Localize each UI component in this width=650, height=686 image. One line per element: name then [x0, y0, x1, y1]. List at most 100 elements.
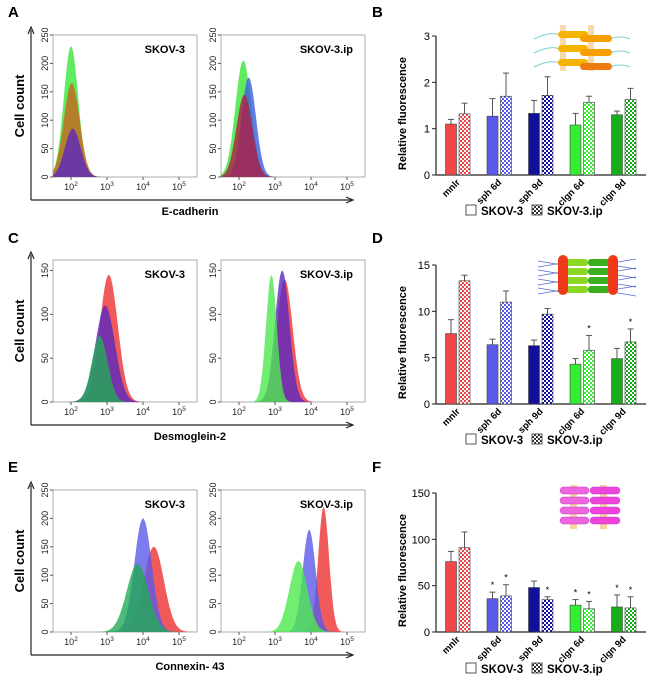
y-tick-label: 0 [208, 399, 218, 404]
x-tick-label: clgn 9d [597, 177, 628, 208]
x-tick-label: 102 [64, 406, 78, 417]
y-tick-label: 100 [412, 534, 430, 546]
y-tick-label: 50 [40, 144, 50, 154]
x-tick-label: 103 [100, 636, 114, 647]
significance-asterisk: * [574, 588, 578, 598]
x-axis-label: Connexin- 43 [155, 661, 224, 673]
x-tick-label: 104 [136, 181, 150, 192]
significance-asterisk: * [629, 585, 633, 595]
legend-label-skov3ip: SKOV-3.ip [547, 206, 603, 218]
histogram-panel-a: Cell count E-cadherin SKOV-3 102 103 104 105 0 5… [12, 25, 366, 218]
x-tick-label: 104 [304, 181, 318, 192]
x-tick-label: 103 [268, 406, 282, 417]
y-tick-label: 200 [40, 56, 50, 71]
bar-skov3ip-sph-6d [500, 301, 512, 405]
x-tick-label: 103 [268, 636, 282, 647]
panel-label-e: E [8, 459, 18, 476]
y-tick-label: 50 [208, 144, 218, 154]
x-tick-label: 102 [232, 406, 246, 417]
panel-label-d: D [372, 230, 383, 247]
significance-asterisk: * [546, 585, 550, 595]
bar-skov3-sph-6d [486, 115, 499, 176]
y-axis-label: Cell count [12, 529, 27, 593]
x-tick-label: 105 [172, 406, 186, 417]
histogram-series-2 [53, 336, 197, 402]
bar-skov3ip-sph-9d [541, 313, 554, 405]
x-tick-label: 105 [340, 181, 354, 192]
y-tick-label: 250 [208, 482, 218, 497]
bar-skov3-sph-9d [528, 113, 540, 176]
panel-label-c: C [8, 230, 19, 247]
y-tick-label: 50 [208, 599, 218, 609]
x-tick-label: 103 [100, 181, 114, 192]
x-tick-label: clgn 6d [556, 406, 587, 437]
histogram-panel-e: Cell count Connexin- 43 SKOV-3 102 103 104 105… [12, 480, 366, 673]
y-tick-label: 200 [40, 511, 50, 526]
histogram-series-0 [53, 546, 197, 632]
y-tick-label: 0 [40, 174, 50, 179]
bar-skov3ip-sph-6d [500, 95, 512, 176]
y-tick-label: 1 [424, 124, 430, 136]
y-tick-label: 100 [208, 113, 218, 128]
y-tick-label: 250 [40, 27, 50, 42]
bar-skov3-mnlr [445, 333, 457, 405]
y-tick-label: 0 [424, 170, 430, 182]
y-tick-label: 150 [208, 84, 218, 99]
arrowhead [345, 651, 355, 659]
y-axis-label: Cell count [12, 299, 27, 363]
subplot-title: SKOV-3.ip [300, 269, 353, 281]
x-tick-label: mnlr [440, 406, 463, 429]
x-tick-label: 105 [172, 181, 186, 192]
bar-skov3ip-clgn-9d [624, 99, 637, 176]
y-tick-label: 150 [208, 263, 218, 278]
y-tick-label: 150 [208, 539, 218, 554]
x-tick-label: 104 [304, 406, 318, 417]
histogram-series-0 [221, 507, 365, 632]
bar-skov3ip-clgn-9d [624, 607, 637, 633]
y-tick-label: 100 [208, 307, 218, 322]
bar-skov3-sph-9d [528, 587, 540, 633]
significance-asterisk: * [491, 580, 495, 590]
y-tick-label: 2 [424, 77, 430, 89]
x-tick-label: 104 [136, 636, 150, 647]
y-tick-label: 150 [40, 539, 50, 554]
bar-skov3-clgn-6d [569, 363, 582, 405]
y-tick-label: 150 [412, 488, 430, 500]
bar-skov3-sph-6d [486, 344, 499, 405]
x-tick-label: clgn 6d [556, 177, 587, 208]
legend-swatch-checkered [531, 204, 543, 216]
y-tick-label: 0 [424, 627, 430, 639]
y-tick-label: 0 [40, 399, 50, 404]
y-tick-label: 0 [40, 629, 50, 634]
y-tick-label: 200 [208, 511, 218, 526]
histogram-skov-3-ip: SKOV-3.ip 102 103 104 105 0 50 100 150 200 250 [208, 27, 366, 192]
y-tick-label: 15 [418, 260, 430, 272]
bar-skov3ip-sph-9d [541, 599, 554, 633]
y-tick-label: 100 [40, 307, 50, 322]
histogram-series-2 [53, 128, 197, 177]
y-tick-label: 100 [40, 568, 50, 583]
bar-skov3ip-clgn-9d [624, 341, 637, 405]
subplot-title: SKOV-3.ip [300, 499, 353, 511]
histogram-series-2 [221, 561, 365, 632]
x-tick-label: clgn 9d [597, 406, 628, 437]
bar-skov3-clgn-6d [569, 604, 582, 633]
x-tick-label: 105 [340, 406, 354, 417]
legend-swatch-checkered [531, 662, 543, 674]
histogram-series-0 [221, 279, 365, 402]
x-tick-label: sph 9d [516, 177, 546, 207]
significance-asterisk: * [587, 323, 591, 333]
bar-skov3ip-mnlr [458, 280, 471, 405]
x-tick-label: clgn 9d [597, 634, 628, 665]
bar-skov3ip-sph-9d [541, 95, 554, 176]
y-tick-label: 200 [208, 56, 218, 71]
y-tick-label: 3 [424, 31, 430, 43]
x-tick-label: 102 [64, 636, 78, 647]
adherens-junction-icon [533, 25, 631, 71]
bar-skov3-mnlr [445, 561, 457, 633]
bar-skov3-sph-6d [486, 598, 499, 633]
arrowhead [345, 196, 355, 204]
bar-skov3ip-clgn-6d [583, 349, 595, 405]
x-axis-label: Desmoglein-2 [154, 431, 226, 443]
